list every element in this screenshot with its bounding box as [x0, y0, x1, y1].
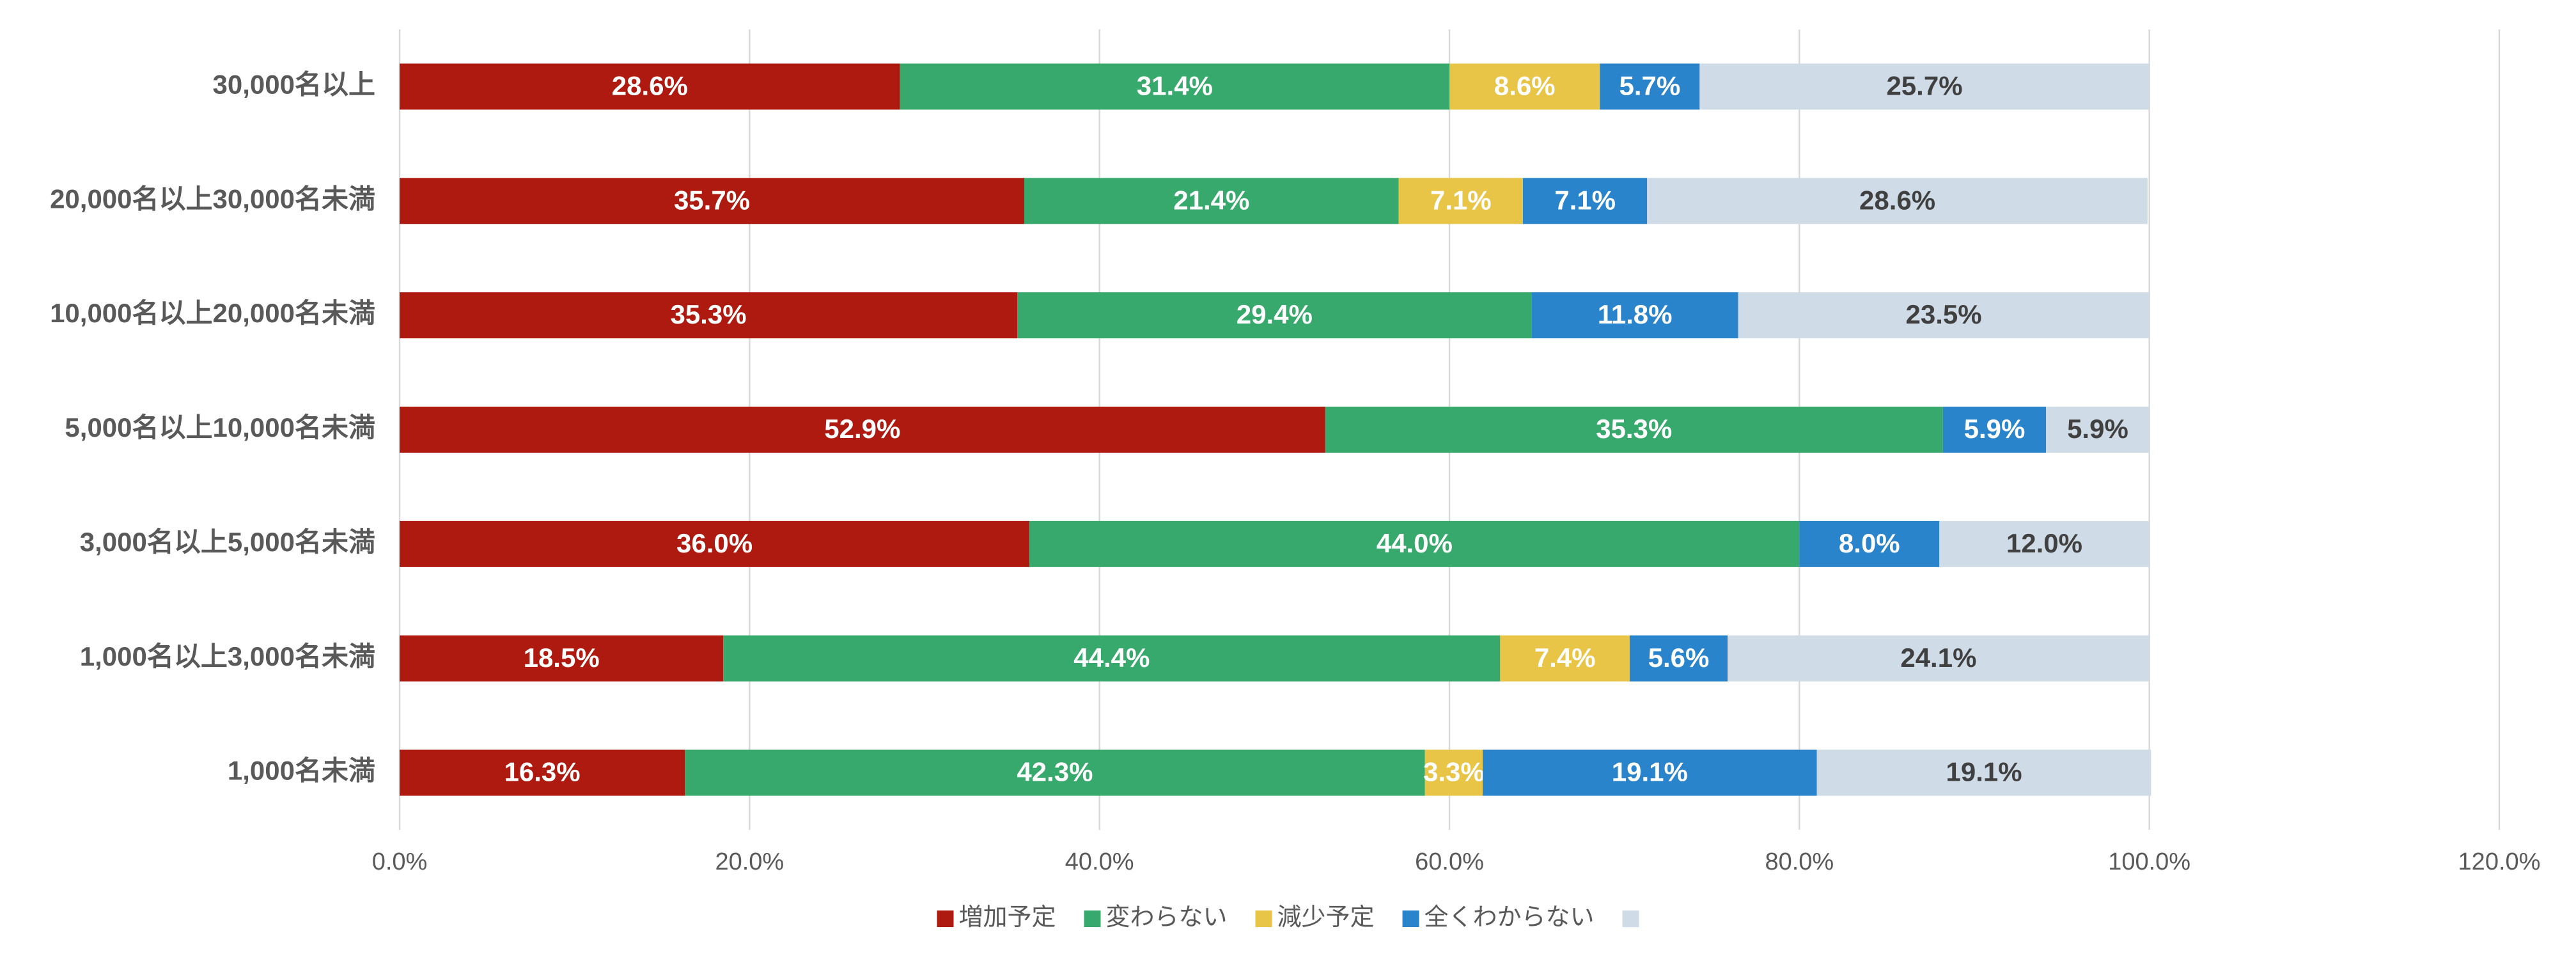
data-label: 35.3% [670, 299, 746, 329]
bar-segment [1942, 407, 2047, 453]
data-label: 44.0% [1377, 528, 1453, 558]
legend-label: 増加予定 [958, 904, 1056, 931]
legend-label: 変わらない [1105, 904, 1227, 931]
bar-segment [1017, 292, 1532, 339]
bar-segment [1738, 292, 2150, 339]
data-label: 25.7% [1886, 71, 1962, 101]
bar-segment [400, 520, 1030, 567]
bar-segment [1531, 292, 1738, 339]
bar-segment [400, 635, 724, 682]
data-label: 7.4% [1534, 643, 1596, 673]
data-label: 24.1% [1900, 643, 1976, 673]
data-label: 35.7% [674, 185, 750, 215]
data-label: 21.4% [1173, 185, 1249, 215]
y-tick-label: 1,000名未満 [228, 756, 375, 786]
bar-segment [1425, 749, 1483, 796]
bar-segment [1699, 63, 2150, 110]
data-label: 11.8% [1598, 299, 1673, 329]
data-label: 12.0% [2006, 528, 2082, 558]
bar-segment [1449, 63, 1600, 110]
bar-segment [400, 63, 900, 110]
bar-segment [1029, 520, 1800, 567]
y-tick-label: 5,000名以上10,000名未満 [65, 412, 375, 442]
x-tick-label: 80.0% [1765, 848, 1834, 875]
bar-segment [1522, 178, 1648, 224]
bar-segment [1728, 635, 2150, 682]
bar-segment [1024, 178, 1399, 224]
data-label: 23.5% [1906, 299, 1982, 329]
bar-segment [1647, 178, 2148, 224]
y-tick-label: 20,000名以上30,000名未満 [50, 184, 375, 214]
data-label: 5.7% [1619, 71, 1680, 101]
y-tick-label: 3,000名以上5,000名未満 [80, 527, 375, 557]
data-label: 28.6% [1859, 185, 1935, 215]
x-tick-label: 40.0% [1065, 848, 1134, 875]
bar-segment [1799, 520, 1940, 567]
bar-segment [400, 749, 685, 796]
legend-swatch [1255, 910, 1272, 927]
data-label: 16.3% [504, 757, 580, 787]
data-label: 19.1% [1612, 757, 1688, 787]
x-tick-label: 60.0% [1415, 848, 1484, 875]
bar-segment [400, 407, 1325, 453]
x-tick-label: 20.0% [715, 848, 784, 875]
data-label: 19.1% [1946, 757, 2022, 787]
bar-segment [400, 292, 1018, 339]
data-label: 42.3% [1017, 757, 1093, 787]
x-tick-label: 120.0% [2458, 848, 2541, 875]
bar-segment [2046, 407, 2150, 453]
y-tick-label: 1,000名以上3,000名未満 [80, 641, 375, 671]
bar-segment [723, 635, 1501, 682]
data-label: 3.3% [1423, 757, 1485, 787]
data-label: 8.6% [1494, 71, 1556, 101]
bar-segment [400, 178, 1024, 224]
legend-swatch [1084, 910, 1101, 927]
bar-segment [1482, 749, 1817, 796]
y-tick-label: 30,000名以上 [213, 70, 375, 100]
data-label: 52.9% [824, 414, 900, 444]
bar-segment [1500, 635, 1630, 682]
data-label: 36.0% [676, 528, 753, 558]
bar-segment [1600, 63, 1700, 110]
y-tick-label: 10,000名以上20,000名未満 [50, 298, 375, 328]
data-label: 8.0% [1839, 528, 1900, 558]
bar-segment [685, 749, 1425, 796]
data-label: 31.4% [1137, 71, 1213, 101]
data-label: 29.4% [1237, 299, 1313, 329]
legend-swatch [1622, 910, 1639, 927]
bar-segment [1325, 407, 1943, 453]
legend-swatch [1402, 910, 1419, 927]
bar-segment [1816, 749, 2151, 796]
data-label: 5.9% [1964, 414, 2026, 444]
data-label: 35.3% [1596, 414, 1672, 444]
data-label: 5.9% [2067, 414, 2128, 444]
data-label: 44.4% [1073, 643, 1150, 673]
data-label: 18.5% [524, 643, 600, 673]
x-tick-label: 0.0% [372, 848, 428, 875]
bar-segment [900, 63, 1449, 110]
x-tick-label: 100.0% [2108, 848, 2190, 875]
data-label: 28.6% [612, 71, 688, 101]
legend-label: 全くわからない [1425, 904, 1595, 931]
data-label: 7.1% [1554, 185, 1616, 215]
data-label: 5.6% [1648, 643, 1710, 673]
legend-swatch [937, 910, 954, 927]
bar-segment [1939, 520, 2150, 567]
bar-segment [1629, 635, 1728, 682]
data-label: 7.1% [1430, 185, 1492, 215]
legend-label: 減少予定 [1277, 904, 1375, 931]
bar-segment [1398, 178, 1523, 224]
